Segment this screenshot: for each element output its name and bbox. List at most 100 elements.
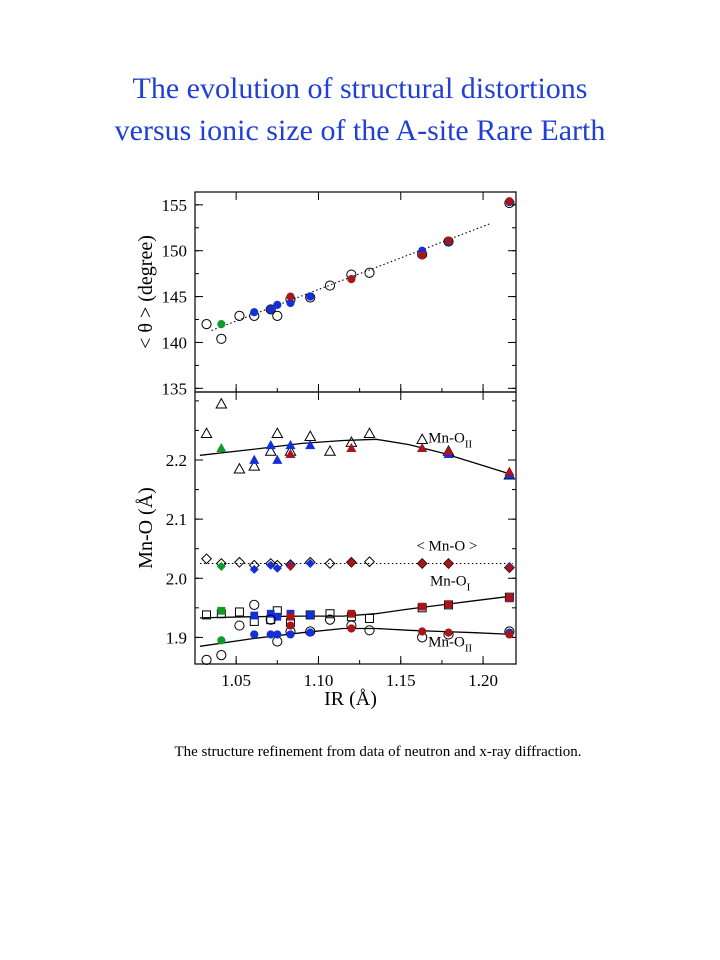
bottom-point-filled-circle bbox=[444, 628, 453, 637]
bottom-point-filled-circle bbox=[306, 628, 315, 637]
top-point-filled-circle bbox=[273, 300, 282, 309]
bottom-point-filled-circle bbox=[418, 627, 427, 636]
bottom-point-filled-square bbox=[347, 609, 356, 618]
bottom-point-filled-diamond bbox=[417, 558, 427, 568]
bottom-ytick-label: 2.2 bbox=[166, 451, 187, 470]
bottom-point-filled-triangle bbox=[346, 442, 357, 453]
bottom-point-filled-square bbox=[418, 602, 427, 611]
bottom-point-open-triangle bbox=[304, 430, 317, 442]
bottom-point-filled-triangle bbox=[285, 439, 296, 450]
bottom-point-open-triangle bbox=[200, 427, 213, 439]
bottom-point-filled-triangle bbox=[417, 442, 428, 453]
bottom-point-open-triangle bbox=[248, 459, 261, 471]
bottom-point-open-diamond bbox=[201, 553, 213, 565]
bottom-point-filled-diamond bbox=[504, 563, 514, 573]
bottom-point-open-circle bbox=[324, 614, 336, 625]
annotation-2: Mn-OI bbox=[430, 573, 471, 593]
top-ytick-label: 140 bbox=[162, 333, 188, 352]
bottom-point-filled-circle bbox=[273, 630, 282, 639]
bottom-point-open-circle bbox=[234, 620, 245, 631]
bottom-point-open-triangle bbox=[363, 427, 376, 439]
bottom-point-filled-circle bbox=[347, 624, 356, 633]
bottom-point-open-triangle bbox=[323, 444, 337, 456]
bottom-point-filled-diamond bbox=[266, 560, 276, 570]
bottom-point-filled-triangle bbox=[272, 454, 283, 464]
bottom-point-open-diamond bbox=[324, 557, 336, 569]
top-point-filled-circle bbox=[347, 275, 356, 284]
bottom-point-filled-triangle bbox=[249, 454, 260, 464]
bottom-point-filled-circle bbox=[505, 630, 514, 639]
bottom-point-filled-square bbox=[306, 611, 315, 619]
bottom-point-filled-triangle bbox=[216, 442, 227, 453]
bottom-point-filled-triangle bbox=[285, 448, 296, 458]
top-point-open-circle bbox=[364, 267, 375, 278]
bottom-point-open-diamond bbox=[363, 556, 375, 568]
bottom-point-open-circle bbox=[201, 654, 212, 665]
bottom-fit-line-2 bbox=[199, 595, 513, 619]
top-ytick-label: 145 bbox=[162, 288, 188, 307]
top-frame bbox=[194, 191, 517, 393]
top-point-filled-circle bbox=[266, 305, 275, 314]
top-point-open-circle bbox=[272, 310, 283, 321]
xtick-label: 1.05 bbox=[221, 671, 251, 690]
bottom-point-filled-circle bbox=[286, 621, 295, 630]
bottom-point-open-triangle bbox=[264, 444, 277, 456]
top-point-open-circle bbox=[201, 319, 212, 330]
top-ytick-label: 150 bbox=[162, 242, 188, 261]
bottom-point-filled-diamond bbox=[346, 557, 356, 567]
bottom-point-open-triangle bbox=[416, 433, 429, 444]
top-ytick-label: 155 bbox=[162, 196, 188, 215]
bottom-frame bbox=[194, 391, 517, 665]
bottom-point-open-diamond bbox=[416, 557, 428, 569]
bottom-ytick-label: 2.0 bbox=[166, 569, 187, 588]
bottom-point-filled-circle bbox=[286, 630, 295, 639]
bottom-point-filled-diamond bbox=[444, 558, 454, 568]
bottom-point-open-square bbox=[364, 613, 374, 623]
bottom-point-open-circle bbox=[364, 625, 375, 636]
bottom-point-open-square bbox=[305, 610, 315, 620]
bottom-point-filled-diamond bbox=[216, 561, 226, 571]
bottom-point-open-square bbox=[325, 609, 335, 619]
bottom-point-filled-diamond bbox=[272, 563, 282, 573]
top-point-filled-circle bbox=[418, 251, 427, 260]
bottom-point-filled-circle bbox=[250, 630, 259, 639]
bottom-point-open-circle bbox=[249, 599, 260, 610]
bottom-point-open-square bbox=[234, 607, 244, 617]
bottom-point-open-circle bbox=[265, 614, 276, 625]
mn-o-panel: 1.9 2.0 2.1 2.2 1.05 1.10 1.15 1.20 IR (Å) Mn-O (… bbox=[135, 391, 517, 710]
bottom-point-filled-circle bbox=[217, 636, 226, 645]
bottom-point-open-diamond bbox=[345, 556, 357, 568]
caption: The structure refinement from data of ne… bbox=[174, 744, 582, 760]
bottom-ytick-label: 1.9 bbox=[166, 628, 187, 647]
bottom-point-filled-triangle bbox=[504, 466, 515, 476]
bottom-point-filled-diamond bbox=[285, 561, 295, 571]
top-ytick-label: 135 bbox=[162, 379, 188, 398]
theta-panel: 135 140 145 150 155 < θ > (degree) bbox=[135, 191, 517, 398]
xtick-label: 1.10 bbox=[304, 671, 334, 690]
top-point-filled-circle bbox=[444, 236, 453, 245]
top-point-open-circle bbox=[216, 333, 227, 344]
bottom-point-filled-diamond bbox=[249, 564, 259, 574]
bottom-point-open-diamond bbox=[233, 556, 245, 568]
top-point-filled-circle bbox=[217, 320, 226, 329]
bottom-point-open-circle bbox=[216, 650, 227, 661]
title-line-1: The evolution of structural distortions bbox=[132, 72, 588, 105]
annotation-0: Mn-OII bbox=[428, 430, 472, 450]
xtick-label: 1.20 bbox=[468, 671, 498, 690]
top-point-open-circle bbox=[234, 310, 245, 321]
bottom-point-filled-square bbox=[250, 611, 259, 620]
bottom-point-open-square bbox=[202, 610, 212, 620]
top-point-filled-circle bbox=[505, 197, 514, 206]
annotation-3: Mn-OII bbox=[428, 634, 472, 654]
annotation-1: < Mn-O > bbox=[416, 538, 477, 554]
bottom-point-filled-triangle bbox=[305, 439, 316, 450]
bottom-y-axis-label: Mn-O (Å) bbox=[135, 487, 157, 569]
bottom-point-filled-triangle bbox=[265, 439, 276, 450]
title-line-2: versus ionic size of the A-site Rare Ear… bbox=[114, 114, 606, 147]
bottom-point-filled-square bbox=[444, 600, 453, 609]
top-point-open-circle bbox=[265, 304, 276, 315]
xtick-label: 1.15 bbox=[386, 671, 416, 690]
bottom-point-filled-triangle bbox=[443, 445, 454, 455]
bottom-point-open-triangle bbox=[233, 462, 246, 474]
